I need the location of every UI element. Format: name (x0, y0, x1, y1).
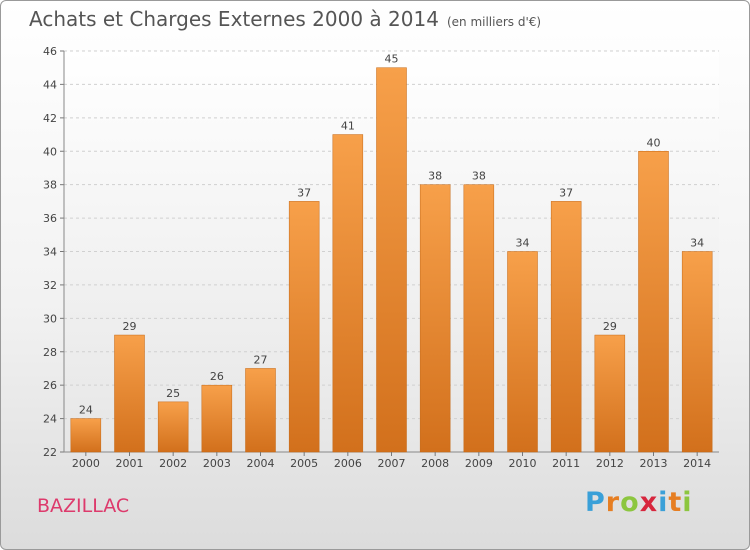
logo-letter: P (585, 487, 606, 518)
bar-value-label: 29 (123, 320, 137, 333)
y-tick-label: 22 (43, 446, 57, 459)
y-tick-label: 30 (43, 312, 57, 325)
x-tick-label: 2006 (334, 457, 362, 470)
y-tick-label: 32 (43, 279, 57, 292)
y-tick-label: 44 (43, 78, 57, 91)
bar (201, 384, 233, 453)
bar-value-label: 37 (559, 186, 573, 199)
bar (638, 151, 669, 453)
bar-value-label: 41 (341, 120, 355, 133)
bar-value-label: 26 (210, 370, 224, 383)
y-tick-label: 26 (43, 379, 57, 392)
y-tick-label: 36 (43, 212, 57, 225)
bar-value-label: 27 (254, 353, 268, 366)
x-tick-label: 2005 (290, 457, 318, 470)
chart-title: Achats et Charges Externes 2000 à 2014 (e… (29, 7, 541, 31)
bar-value-label: 45 (385, 53, 399, 66)
x-tick-label: 2001 (116, 457, 144, 470)
bar-value-label: 38 (472, 170, 486, 183)
bar (157, 401, 189, 453)
bar (419, 184, 451, 453)
bar-value-label: 40 (647, 136, 661, 149)
chart-subtitle: (en milliers d'€) (446, 15, 542, 29)
x-tick-label: 2008 (421, 457, 449, 470)
bar-value-label: 38 (428, 170, 442, 183)
logo-letter: x (639, 487, 659, 518)
logo-letter: o (620, 487, 640, 518)
bar-value-label: 34 (516, 237, 530, 250)
proxiti-logo: Proxiti (585, 487, 693, 518)
bar (376, 67, 407, 453)
bar (288, 201, 320, 453)
bar-value-label: 24 (79, 404, 93, 417)
bar (245, 368, 276, 453)
logo-letter: i (682, 487, 693, 518)
bar (463, 184, 495, 453)
bar (550, 201, 582, 453)
x-tick-label: 2012 (596, 457, 624, 470)
bar (70, 418, 102, 453)
y-tick-label: 38 (43, 179, 57, 192)
bar-value-label: 37 (297, 186, 311, 199)
y-tick-label: 34 (43, 246, 57, 259)
y-tick-label: 46 (43, 45, 57, 58)
x-tick-label: 2009 (465, 457, 493, 470)
bar (681, 251, 713, 453)
x-tick-label: 2003 (203, 457, 231, 470)
bar (594, 334, 626, 453)
bar (332, 134, 364, 453)
logo-letter: t (668, 487, 683, 518)
logo-letter: i (658, 487, 669, 518)
chart-title-text: Achats et Charges Externes 2000 à 2014 (29, 7, 439, 31)
y-tick-label: 42 (43, 112, 57, 125)
bar-value-label: 29 (603, 320, 617, 333)
x-tick-label: 2002 (159, 457, 187, 470)
x-tick-label: 2004 (247, 457, 275, 470)
y-tick-label: 40 (43, 145, 57, 158)
x-tick-label: 2010 (509, 457, 537, 470)
x-tick-label: 2014 (683, 457, 711, 470)
bar-value-label: 25 (166, 387, 180, 400)
logo-letter: r (605, 487, 621, 518)
x-tick-label: 2013 (640, 457, 668, 470)
bar-value-label: 34 (690, 237, 704, 250)
x-tick-label: 2011 (552, 457, 580, 470)
y-tick-label: 24 (43, 413, 57, 426)
bar (507, 251, 538, 453)
bar (114, 334, 145, 453)
x-tick-label: 2007 (378, 457, 406, 470)
x-tick-label: 2000 (72, 457, 100, 470)
town-name: BAZILLAC (37, 495, 130, 517)
y-tick-label: 28 (43, 346, 57, 359)
